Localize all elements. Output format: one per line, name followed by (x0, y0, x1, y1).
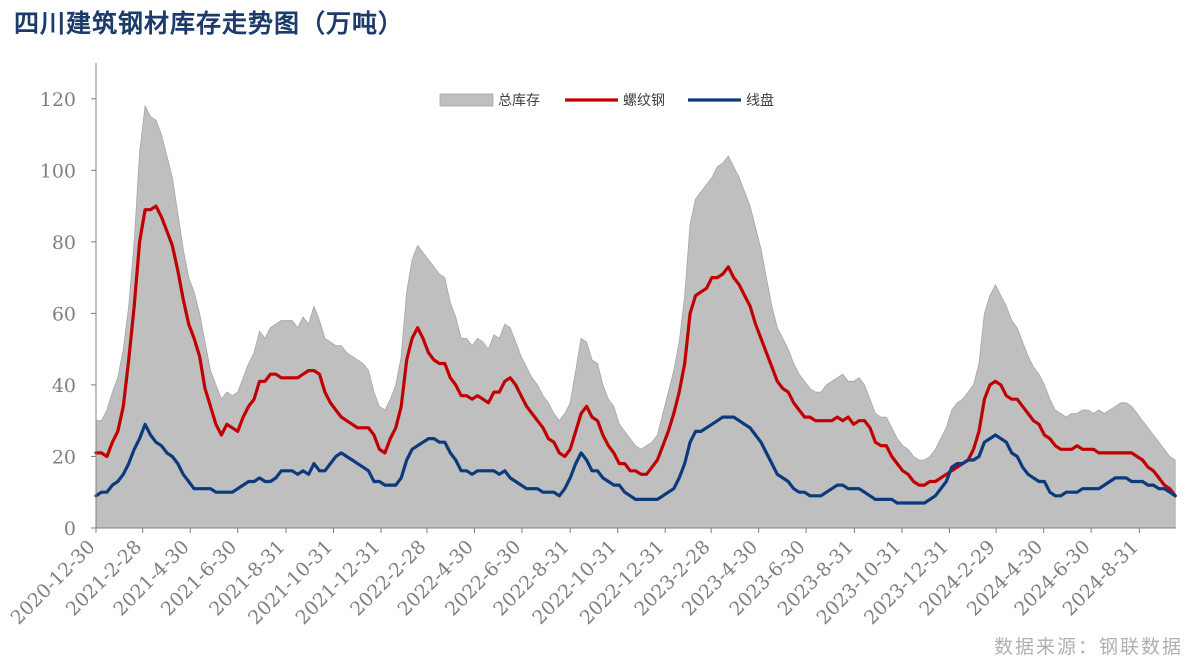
y-tick-label: 60 (52, 303, 76, 325)
legend-label-total: 总库存 (498, 93, 540, 109)
legend-label-rebar: 螺纹钢 (623, 93, 665, 109)
series-line-wire (94, 415, 1177, 505)
chart-title: 四川建筑钢材库存走势图（万吨） (14, 9, 405, 38)
y-tick-label: 40 (52, 375, 76, 397)
legend: 总库存 螺纹钢 线盘 (439, 92, 774, 109)
legend-swatch-total (439, 93, 494, 107)
legend-label-wire: 线盘 (746, 92, 774, 109)
y-tick-label: 100 (40, 160, 76, 182)
y-tick-label: 80 (52, 232, 76, 254)
y-tick-label: 0 (64, 518, 76, 540)
y-tick-label: 20 (52, 446, 76, 468)
y-tick-label: 120 (40, 89, 76, 111)
series-line-rebar (94, 204, 1177, 498)
series-area-total (95, 104, 1176, 529)
series-layer (94, 104, 1177, 529)
data-source-note: 数据来源：钢联数据 (993, 636, 1183, 658)
